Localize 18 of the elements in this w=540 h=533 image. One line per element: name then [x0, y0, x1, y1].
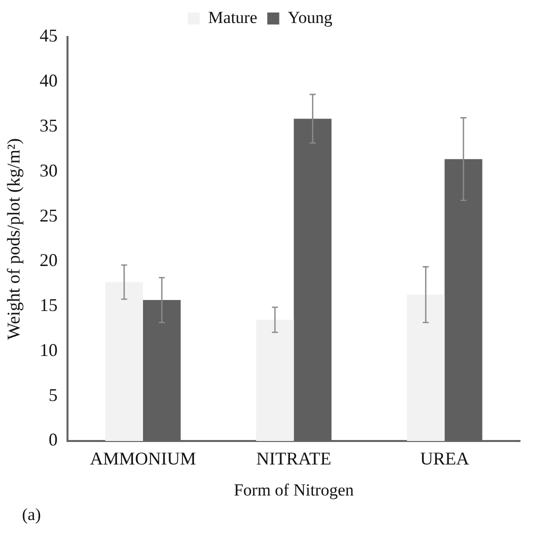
x-tick-label: AMMONIUM: [90, 448, 196, 469]
x-tick-label: NITRATE: [256, 448, 332, 469]
y-tick-label: 35: [40, 116, 58, 136]
y-tick-label: 45: [40, 26, 58, 46]
y-tick-label: 40: [40, 70, 58, 91]
y-tick-label: 10: [40, 340, 58, 360]
x-tick-label: UREA: [420, 448, 470, 469]
legend-label: Young: [288, 8, 333, 27]
legend-label: Mature: [208, 8, 258, 27]
x-axis-title: Form of Nitrogen: [234, 480, 354, 500]
y-tick-label: 0: [48, 430, 58, 450]
y-tick-label: 20: [40, 250, 58, 270]
y-tick-label: 30: [40, 160, 58, 180]
y-tick-label: 5: [48, 384, 58, 405]
text: (a): [22, 505, 41, 525]
y-axis-title: Weight of pods/plot (kg/m²): [4, 138, 24, 340]
y-tick-label: 15: [40, 295, 58, 316]
y-tick-label: 25: [40, 205, 58, 226]
